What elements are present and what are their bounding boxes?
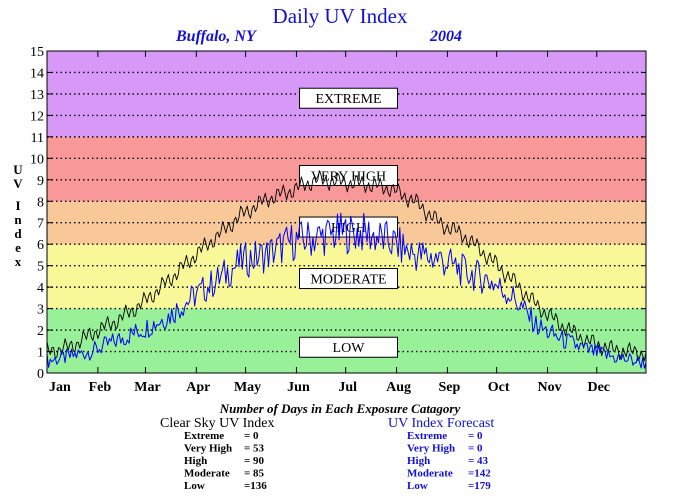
forecast-summary-row-label: Moderate	[407, 468, 453, 480]
y-tick-label: 4	[37, 281, 44, 296]
y-tick-label: 12	[30, 109, 44, 124]
zone-label-extreme: EXTREME	[315, 92, 381, 107]
y-tick-label: 13	[30, 88, 44, 103]
clear-sky-summary-row-label: Low	[184, 480, 205, 492]
x-tick-label: Aug	[386, 380, 411, 395]
series-line-forecast	[46, 212, 647, 369]
x-tick-label: Jul	[338, 380, 357, 395]
y-axis-label-char: U	[13, 162, 23, 177]
series-line-clear-sky	[46, 170, 647, 362]
x-tick-label: Nov	[537, 380, 561, 395]
y-tick-label: 8	[37, 195, 44, 210]
x-tick-label: May	[234, 380, 261, 395]
clear-sky-summary-row-value: = 53	[244, 443, 265, 455]
y-tick-label: 1	[37, 346, 44, 361]
x-tick-label: Oct	[488, 380, 510, 395]
clear-sky-summary-row-value: =136	[244, 480, 267, 492]
forecast-summary-row-value: =142	[468, 468, 491, 480]
forecast-summary-row-label: Extreme	[407, 430, 447, 442]
zone-label-box-extreme	[299, 87, 398, 109]
clear-sky-summary-row-value: = 90	[244, 455, 265, 467]
clear-sky-summary-row-label: Extreme	[184, 430, 224, 442]
forecast-summary-row-label: High	[407, 455, 430, 467]
zone-label-box-low	[299, 336, 398, 358]
x-tick-label: Apr	[186, 380, 210, 395]
y-tick-label: 6	[37, 238, 44, 253]
clear-sky-summary-title: Clear Sky UV Index	[160, 416, 274, 431]
x-tick-label: Jun	[287, 380, 310, 395]
y-tick-label: 11	[31, 131, 44, 146]
zone-label-moderate: MODERATE	[310, 273, 386, 288]
clear-sky-summary-row-label: Moderate	[184, 468, 230, 480]
chart-title: Daily UV Index	[273, 4, 408, 28]
x-tick-label: Mar	[134, 380, 160, 395]
forecast-summary-row-value: = 0	[468, 430, 483, 442]
y-axis-label-char: x	[15, 254, 22, 269]
y-tick-label: 14	[30, 66, 44, 81]
y-axis-label-char: V	[13, 176, 23, 191]
forecast-summary-row-value: = 0	[468, 443, 483, 455]
chart-location: Buffalo, NY	[175, 28, 257, 45]
forecast-summary-title: UV Index Forecast	[388, 416, 494, 431]
y-tick-label: 9	[37, 174, 44, 189]
y-axis-label-char: e	[15, 240, 21, 255]
forecast-summary-row-label: Low	[407, 480, 428, 492]
x-tick-label: Dec	[587, 380, 610, 395]
x-tick-label: Sep	[439, 380, 461, 395]
summary-heading: Number of Days in Each Exposure Catagory	[219, 401, 461, 416]
zone-label-box-moderate	[299, 268, 398, 290]
x-tick-label: Jan	[49, 380, 71, 395]
y-tick-label: 10	[30, 152, 44, 167]
y-tick-label: 7	[37, 217, 44, 232]
y-axis-label-char: d	[14, 226, 22, 241]
zone-label-low: LOW	[333, 341, 366, 356]
y-tick-label: 15	[30, 45, 44, 60]
forecast-summary-row-value: = 43	[468, 455, 489, 467]
zone-label-very-high: VERY HIGH	[311, 170, 386, 185]
y-axis-label-char: I	[15, 198, 20, 213]
y-tick-label: 3	[37, 303, 44, 318]
x-tick-label: Feb	[89, 380, 112, 395]
y-tick-label: 5	[37, 260, 44, 275]
chart-year: 2004	[429, 28, 462, 45]
y-axis-label-char: n	[14, 212, 22, 227]
clear-sky-summary-row-value: = 0	[244, 430, 259, 442]
clear-sky-summary-row-label: High	[184, 455, 207, 467]
clear-sky-summary-row-value: = 85	[244, 468, 265, 480]
forecast-summary-row-value: =179	[468, 480, 491, 492]
plot-frame	[46, 50, 647, 374]
clear-sky-summary-row-label: Very High	[184, 443, 232, 455]
y-tick-label: 0	[37, 367, 44, 382]
forecast-summary-row-label: Very High	[407, 443, 455, 455]
y-tick-label: 2	[37, 324, 44, 339]
